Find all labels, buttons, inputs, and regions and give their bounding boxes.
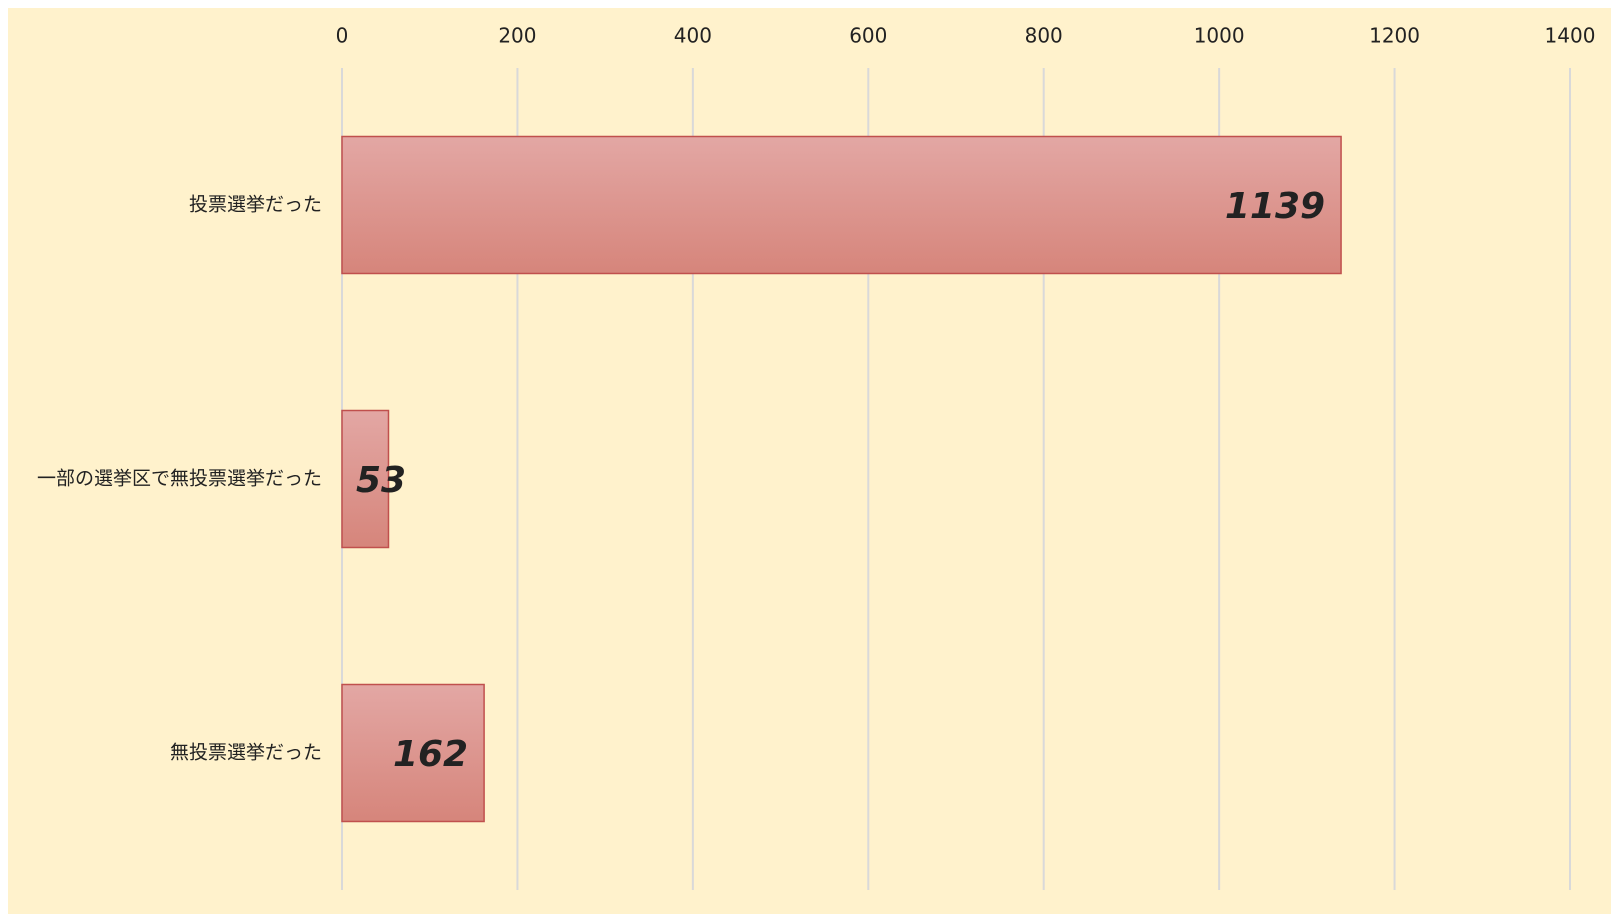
y-tick-label: 投票選挙だった	[189, 194, 322, 216]
bar	[341, 683, 485, 823]
y-tick-label: 一部の選挙区で無投票選挙だった	[37, 468, 322, 490]
x-tick-label: 800	[1025, 24, 1063, 48]
y-tick-label: 無投票選挙だった	[170, 742, 322, 764]
data-label: 53	[356, 460, 406, 501]
x-tick-label: 200	[498, 24, 536, 48]
x-tick-label: 1400	[1545, 24, 1596, 48]
data-label: 1139	[1225, 186, 1325, 227]
x-tick-label: 1200	[1369, 24, 1420, 48]
x-tick-label: 1000	[1194, 24, 1245, 48]
x-tick-label: 400	[674, 24, 712, 48]
x-tick-label: 0	[336, 24, 349, 48]
x-tick-label: 600	[849, 24, 887, 48]
bar	[341, 409, 390, 549]
bar	[341, 135, 1342, 275]
data-label: 162	[393, 734, 468, 775]
